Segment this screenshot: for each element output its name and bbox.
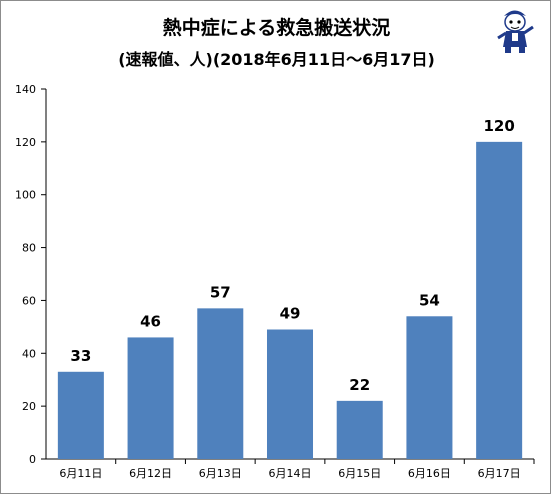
x-tick-label: 6月17日 xyxy=(478,467,521,480)
bar-value-label: 57 xyxy=(210,283,231,301)
x-tick-label: 6月11日 xyxy=(59,467,102,480)
y-tick-label: 120 xyxy=(15,136,36,149)
bar-value-label: 120 xyxy=(483,117,514,135)
bar xyxy=(476,141,523,459)
bar-value-label: 46 xyxy=(140,312,161,330)
x-tick-label: 6月14日 xyxy=(269,467,312,480)
cartoon-mascot-icon xyxy=(497,10,534,53)
bar xyxy=(406,316,453,459)
bar xyxy=(127,337,174,459)
bar-value-label: 22 xyxy=(349,376,370,394)
x-tick-label: 6月15日 xyxy=(338,467,381,480)
bar-value-label: 49 xyxy=(280,305,301,323)
chart-title: 熱中症による救急搬送状況 xyxy=(162,17,391,39)
bar-value-label: 33 xyxy=(70,347,91,365)
x-tick-label: 6月16日 xyxy=(408,467,451,480)
bar xyxy=(57,371,104,459)
y-tick-label: 20 xyxy=(22,400,36,413)
bar xyxy=(197,308,244,459)
y-tick-label: 80 xyxy=(22,242,36,255)
y-tick-label: 0 xyxy=(29,453,36,466)
bar xyxy=(266,329,314,459)
chart-subtitle: (速報値、人)(2018年6月11日～6月17日) xyxy=(118,50,435,69)
bar-value-label: 54 xyxy=(419,291,440,309)
x-tick-label: 6月13日 xyxy=(199,467,242,480)
y-tick-label: 60 xyxy=(22,294,36,307)
x-tick-label: 6月12日 xyxy=(129,467,172,480)
y-tick-label: 140 xyxy=(15,83,36,96)
bar xyxy=(336,400,383,459)
y-tick-label: 100 xyxy=(15,189,36,202)
y-tick-label: 40 xyxy=(22,347,36,360)
